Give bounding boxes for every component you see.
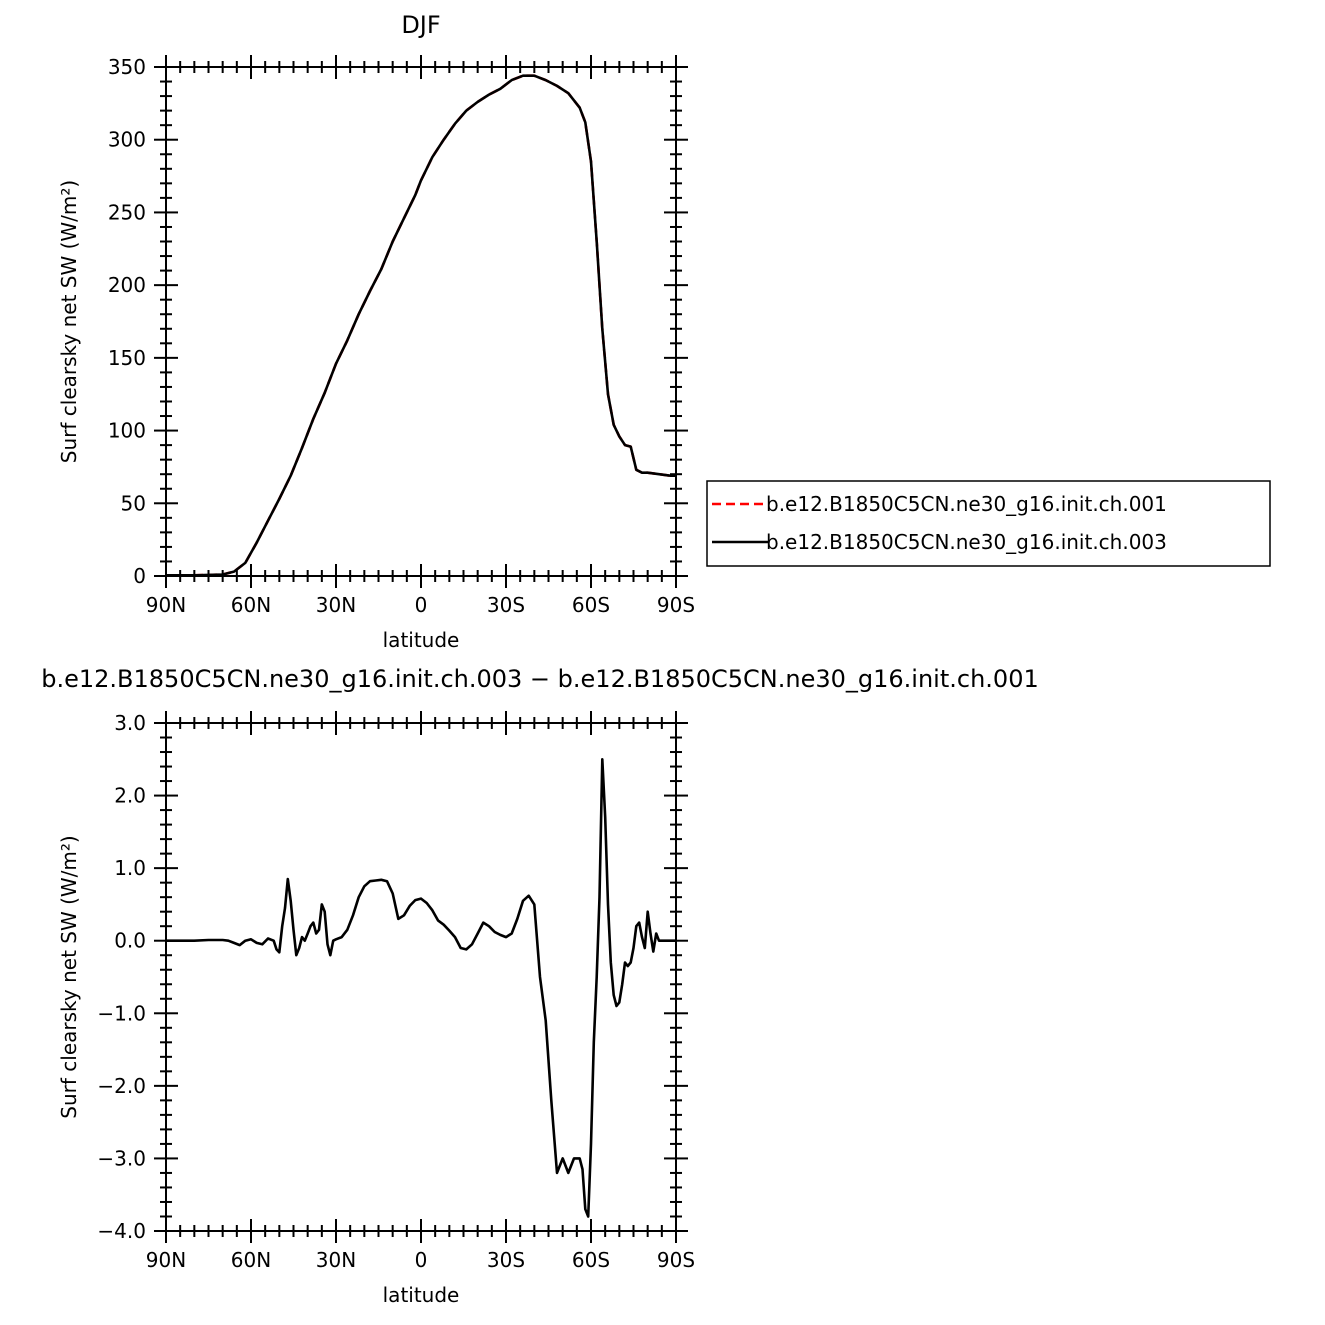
x-tick-label: 0: [415, 1248, 428, 1272]
x-tick-label: 60N: [231, 593, 271, 617]
plot-frame: [165, 66, 677, 577]
x-tick-label: 90S: [657, 593, 695, 617]
y-tick-label: 100: [108, 419, 146, 443]
x-tick-label: 90N: [146, 1248, 186, 1272]
x-tick-label: 30S: [487, 593, 525, 617]
y-tick-label: 250: [108, 200, 146, 224]
y-tick-label: −4.0: [97, 1219, 146, 1243]
legend-label: b.e12.B1850C5CN.ne30_g16.init.ch.001: [766, 492, 1167, 516]
y-tick-label: 50: [121, 491, 146, 515]
x-tick-label: 90N: [146, 593, 186, 617]
x-tick-label: 60S: [572, 1248, 610, 1272]
y-tick-label: −1.0: [97, 1001, 146, 1025]
series-line-1: [166, 758, 676, 1218]
x-tick-label: 60N: [231, 1248, 271, 1272]
y-tick-label: 0: [133, 564, 146, 588]
y-tick-label: 200: [108, 273, 146, 297]
y-tick-label: −2.0: [97, 1074, 146, 1098]
legend: b.e12.B1850C5CN.ne30_g16.init.ch.001 b.e1…: [706, 480, 1271, 567]
x-tick-label: 90S: [657, 1248, 695, 1272]
y-tick-label: 150: [108, 346, 146, 370]
x-axis-label: latitude: [383, 628, 460, 652]
chart-title: b.e12.B1850C5CN.ne30_g16.init.ch.003 − b…: [41, 665, 1038, 693]
plot-frame: [165, 722, 677, 1232]
chart-2: b.e12.B1850C5CN.ne30_g16.init.ch.003 − b…: [41, 665, 1038, 1307]
legend-box: [706, 480, 1271, 567]
y-axis-label: Surf clearsky net SW (W/m²): [57, 180, 81, 463]
y-tick-label: 300: [108, 128, 146, 152]
y-tick-label: 3.0: [114, 711, 146, 735]
chart-1: DJF 90N 60N 30N 0 30S 60S 90S 0 50 100 150 200 250 300…: [57, 11, 1271, 652]
y-axis-label: Surf clearsky net SW (W/m²): [57, 835, 81, 1118]
y-tick-label: 1.0: [114, 856, 146, 880]
x-axis-label: latitude: [383, 1283, 460, 1307]
chart-title: DJF: [401, 11, 440, 39]
series-line-1: [166, 74, 676, 576]
x-tick-label: 30S: [487, 1248, 525, 1272]
series-line-2: [166, 74, 676, 576]
x-tick-label: 0: [415, 593, 428, 617]
y-tick-label: −3.0: [97, 1146, 146, 1170]
y-tick-label: 0.0: [114, 929, 146, 953]
y-tick-label: 350: [108, 55, 146, 79]
x-tick-label: 30N: [316, 593, 356, 617]
x-tick-label: 60S: [572, 593, 610, 617]
legend-label: b.e12.B1850C5CN.ne30_g16.init.ch.003: [766, 530, 1167, 554]
y-tick-label: 2.0: [114, 784, 146, 808]
x-tick-label: 30N: [316, 1248, 356, 1272]
